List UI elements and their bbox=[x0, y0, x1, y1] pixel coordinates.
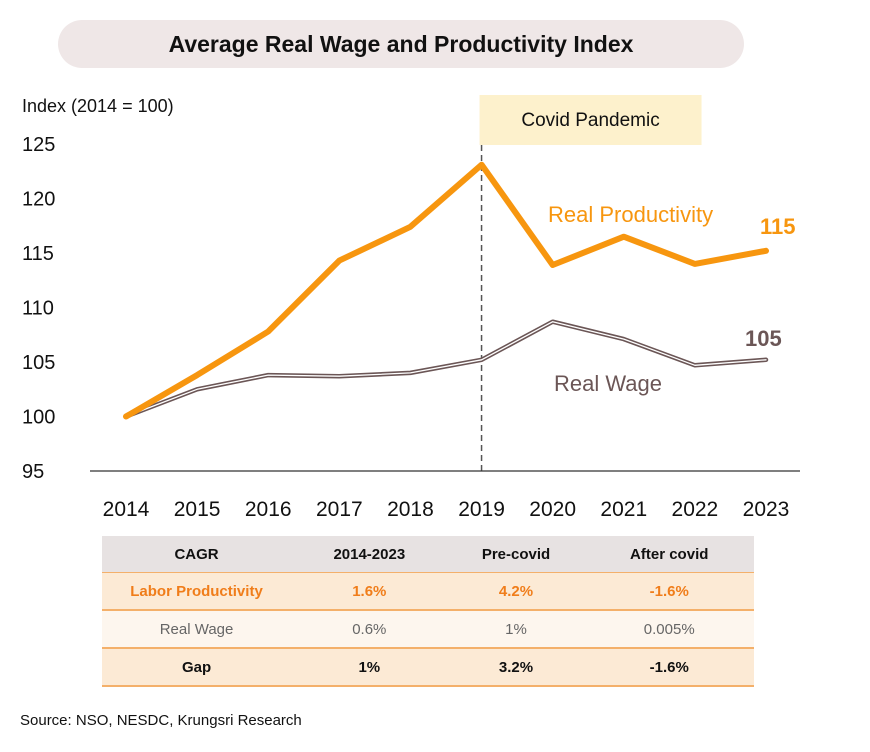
data-label-productivity-end: 115 bbox=[760, 214, 796, 239]
table-row: Gap 1% 3.2% -1.6% bbox=[102, 647, 754, 687]
x-tick-label: 2017 bbox=[316, 498, 363, 521]
y-tick-label: 100 bbox=[22, 407, 55, 429]
table-cell: 0.005% bbox=[584, 609, 754, 648]
x-tick-label: 2023 bbox=[743, 498, 790, 521]
table-cell: -1.6% bbox=[584, 647, 754, 687]
x-tick-label: 2019 bbox=[458, 498, 505, 521]
series-line-real-productivity bbox=[123, 161, 769, 420]
series-label-real-productivity: Real Productivity bbox=[548, 202, 713, 227]
covid-annotation-label: Covid Pandemic bbox=[521, 110, 659, 131]
covid-annotation-box bbox=[479, 95, 702, 145]
table-header-cell: CAGR bbox=[102, 536, 292, 573]
x-tick-label: 2020 bbox=[529, 498, 576, 521]
y-tick-label: 115 bbox=[22, 243, 54, 265]
table-header-row: CAGR 2014-2023 Pre-covid After covid bbox=[102, 536, 754, 573]
y-axis-label: Index (2014 = 100) bbox=[22, 96, 174, 116]
chart-title: Average Real Wage and Productivity Index bbox=[58, 20, 744, 68]
data-label-wage-end: 105 bbox=[745, 326, 782, 351]
table-cell: Labor Productivity bbox=[102, 572, 292, 610]
table-cell: 1.6% bbox=[291, 572, 448, 610]
table-cell: 0.6% bbox=[291, 609, 448, 648]
table-row: Labor Productivity 1.6% 4.2% -1.6% bbox=[102, 572, 754, 610]
table-header-cell: 2014-2023 bbox=[291, 536, 448, 573]
table-row: Real Wage 0.6% 1% 0.005% bbox=[102, 609, 754, 648]
table-cell: Gap bbox=[102, 647, 292, 687]
table-cell: 1% bbox=[291, 647, 448, 687]
y-tick-label: 105 bbox=[22, 352, 55, 374]
source-note: Source: NSO, NESDC, Krungsri Research bbox=[20, 712, 302, 729]
y-tick-label: 120 bbox=[22, 189, 55, 211]
x-tick-label: 2022 bbox=[672, 498, 719, 521]
table-header-cell: After covid bbox=[584, 536, 754, 573]
series-line-real-wage-inner bbox=[125, 321, 767, 418]
table-header-cell: Pre-covid bbox=[447, 536, 585, 573]
x-tick-label: 2016 bbox=[245, 498, 292, 521]
cagr-table-container: CAGR 2014-2023 Pre-covid After covid Lab… bbox=[102, 536, 754, 687]
table-cell: Real Wage bbox=[102, 609, 292, 648]
y-tick-label: 125 bbox=[22, 134, 55, 156]
series-label-real-wage: Real Wage bbox=[554, 371, 662, 396]
x-tick-label: 2021 bbox=[600, 498, 647, 521]
table-cell: 3.2% bbox=[447, 647, 585, 687]
y-tick-label: 110 bbox=[22, 298, 54, 320]
line-chart: Index (2014 = 100) Covid Pandemic 95 100 1… bbox=[22, 95, 800, 521]
cagr-table: CAGR 2014-2023 Pre-covid After covid Lab… bbox=[102, 536, 754, 687]
table-cell: -1.6% bbox=[584, 572, 754, 610]
y-tick-label: 95 bbox=[22, 461, 44, 483]
series-line-real-wage bbox=[123, 319, 769, 419]
x-tick-label: 2018 bbox=[387, 498, 434, 521]
x-tick-label: 2014 bbox=[103, 498, 150, 521]
table-cell: 4.2% bbox=[447, 572, 585, 610]
table-cell: 1% bbox=[447, 609, 585, 648]
x-tick-label: 2015 bbox=[174, 498, 221, 521]
